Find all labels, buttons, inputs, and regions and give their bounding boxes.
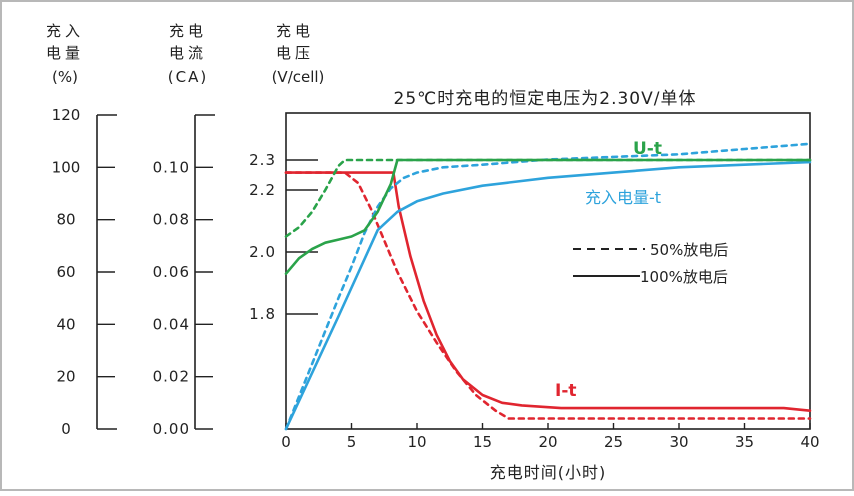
voltage-header-line-1: 充电 (276, 22, 314, 40)
current-curve-label: I-t (555, 381, 577, 401)
legend-solid-label: 100%放电后 (640, 268, 728, 286)
current-axis: 0.00 0.02 0.04 0.06 0.08 0.10 (153, 114, 215, 438)
voltage-header-line-3: (V/cell) (272, 68, 325, 86)
legend: 50%放电后 100%放电后 (573, 241, 728, 286)
current-tick-label: 0.10 (153, 158, 190, 176)
soc-tick-label: 0 (61, 420, 71, 438)
voltage-tick-label: 2.2 (249, 181, 276, 199)
x-axis-label: 充电时间(小时) (490, 463, 607, 482)
voltage-tick-label: 2.3 (249, 151, 276, 169)
x-tick-label: 35 (735, 433, 754, 451)
current-tick-label: 0.08 (153, 211, 190, 229)
current-tick-label: 0.02 (153, 368, 190, 386)
soc-tick-label: 60 (56, 263, 75, 281)
voltage-axis-header: 充电 电压 (V/cell) (272, 22, 325, 86)
soc-tick-label: 80 (56, 211, 75, 229)
voltage-tick-label: 2.0 (249, 243, 276, 261)
x-tick-label: 25 (604, 433, 623, 451)
soc-header-line-2: 电量 (46, 44, 84, 62)
soc-tick-label: 120 (52, 106, 81, 124)
soc-tick-label: 20 (56, 368, 75, 386)
x-tick-label: 40 (800, 433, 819, 451)
voltage-curve-label: U-t (633, 139, 662, 159)
current-tick-label: 0.00 (153, 420, 190, 438)
x-tick-label: 5 (347, 433, 357, 451)
current-header-line-3: (CA) (168, 68, 208, 86)
current-solid-series (284, 171, 812, 412)
x-tick-label: 30 (669, 433, 688, 451)
voltage-header-line-2: 电压 (276, 44, 314, 62)
soc-solid-series (284, 160, 812, 431)
current-header-line-2: 电流 (169, 44, 207, 62)
soc-header-line-3: (%) (52, 68, 78, 86)
soc-dashed-series (284, 142, 812, 431)
current-header-line-1: 充电 (169, 22, 207, 40)
current-tick-label: 0.04 (153, 315, 190, 333)
legend-dashed-label: 50%放电后 (650, 241, 728, 259)
voltage-tick-label: 1.8 (249, 305, 276, 323)
soc-curve-label: 充入电量-t (585, 188, 661, 207)
voltage-axis: 1.8 2.0 2.2 2.3 (249, 151, 318, 323)
current-dashed-series (284, 171, 812, 420)
soc-header-line-1: 充入 (46, 22, 84, 40)
chart-title: 25℃时充电的恒定电压为2.30V/单体 (394, 89, 697, 109)
x-tick-label: 0 (281, 433, 291, 451)
soc-axis: 0 20 40 60 80 100 120 (52, 106, 117, 438)
x-tick-label: 15 (473, 433, 492, 451)
series-layer (284, 142, 812, 431)
x-tick-label: 20 (538, 433, 557, 451)
soc-tick-label: 100 (52, 158, 81, 176)
current-tick-label: 0.06 (153, 263, 190, 281)
soc-axis-header: 充入 电量 (%) (46, 22, 84, 86)
soc-tick-label: 40 (56, 315, 75, 333)
voltage-dashed-series (284, 158, 812, 238)
x-tick-label: 10 (407, 433, 426, 451)
x-axis: 0 5 10 15 20 25 30 35 40 (281, 423, 820, 451)
voltage-solid-series (284, 158, 812, 275)
current-axis-header: 充电 电流 (CA) (168, 22, 208, 86)
